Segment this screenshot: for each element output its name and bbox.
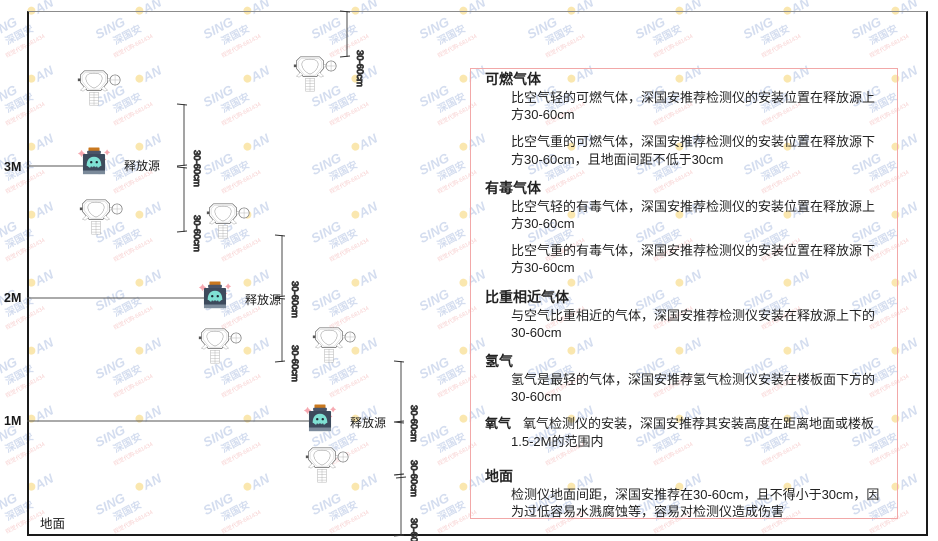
- svg-text:地面: 地面: [40, 517, 65, 531]
- svg-text:释放源: 释放源: [350, 415, 386, 430]
- svg-text:1M: 1M: [4, 414, 21, 428]
- svg-text:释放源: 释放源: [245, 292, 281, 307]
- svg-text:30-60cm: 30-60cm: [191, 150, 202, 187]
- svg-text:30-60cm: 30-60cm: [408, 518, 419, 541]
- svg-text:3M: 3M: [4, 160, 21, 174]
- svg-text:释放源: 释放源: [124, 158, 160, 173]
- svg-text:30-60cm: 30-60cm: [408, 460, 419, 497]
- svg-text:2M: 2M: [4, 291, 21, 305]
- svg-text:30-60cm: 30-60cm: [191, 215, 202, 252]
- svg-text:30-60cm: 30-60cm: [289, 345, 300, 382]
- svg-text:30-60cm: 30-60cm: [408, 405, 419, 442]
- svg-text:30-60cm: 30-60cm: [289, 281, 300, 318]
- svg-text:30-60cm: 30-60cm: [354, 50, 365, 87]
